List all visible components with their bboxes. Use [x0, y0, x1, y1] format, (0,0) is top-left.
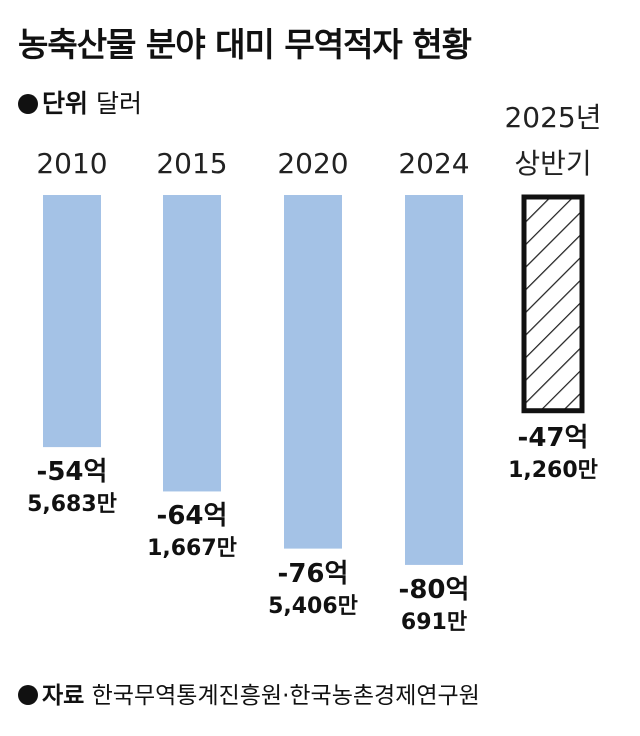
value-label-main: -80억: [398, 574, 470, 605]
value-label-sub: 1,667만: [147, 536, 237, 562]
bar: [43, 195, 101, 448]
value-label: -64억 1,667만: [112, 499, 272, 565]
value-label: -76억 5,406만: [233, 557, 393, 623]
unit-label: 단위: [42, 89, 89, 118]
value-label: -54억 5,683만: [0, 455, 152, 521]
value-label-main: -76억: [277, 558, 349, 589]
unit: 달러: [95, 89, 142, 118]
chart-title: 농축산물 분야 대미 무역적자 현황: [18, 25, 472, 64]
source: 한국무역통계진흥원·한국농촌경제연구원: [91, 683, 480, 709]
x-tick-label: 2020: [277, 147, 349, 180]
value-label-sub: 1,260만: [508, 457, 598, 483]
value-label-sub: 5,683만: [27, 492, 117, 518]
value-label-main: -64억: [156, 501, 228, 532]
value-label-sub: 5,406만: [268, 593, 358, 619]
bar: [163, 195, 221, 492]
source-label: 자료: [42, 683, 85, 709]
value-label: -80억 691만: [354, 573, 514, 639]
x-tick-label: 2024: [398, 147, 470, 180]
x-tick-label: 2015: [156, 147, 228, 180]
x-tick-label: 2025년 상반기: [504, 101, 602, 180]
value-label-sub: 691만: [400, 609, 468, 635]
bar: [284, 195, 342, 549]
bar: [521, 194, 585, 414]
value-label-main: -47억: [517, 422, 589, 453]
bar: [405, 195, 463, 565]
value-label: -47억 1,260만: [473, 421, 633, 487]
x-tick-label: 2010: [36, 147, 108, 180]
value-label-main: -54억: [36, 457, 108, 488]
source-note: 자료 한국무역통계진흥원·한국농촌경제연구원: [18, 676, 480, 710]
unit-note: 단위 달러: [18, 84, 142, 120]
